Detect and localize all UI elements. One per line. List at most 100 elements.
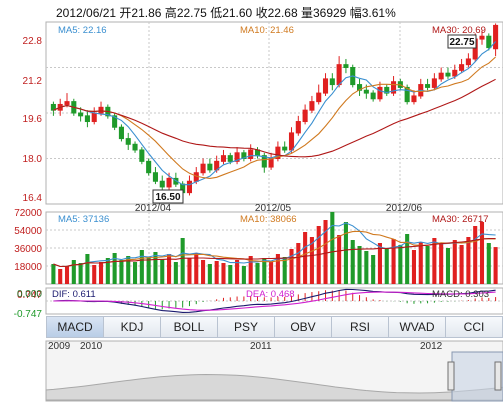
candle-down — [146, 160, 152, 174]
price-ytick: 21.2 — [23, 76, 43, 87]
navigator-right-handle[interactable] — [494, 361, 502, 391]
price-xtick: 2012/04 — [135, 203, 172, 214]
macd-ytick: -0.747 — [14, 309, 43, 320]
volume-bar-down — [405, 234, 410, 284]
ohlc-header: 2012/06/21 开21.86 高22.75 低21.60 收22.68 量… — [56, 4, 396, 21]
volume-bar-down — [486, 243, 491, 284]
tab-cci[interactable]: CCI — [446, 316, 503, 338]
candle-up — [322, 78, 329, 94]
candle-up — [411, 95, 417, 103]
volume-bar-up — [377, 243, 382, 284]
navigator-year: 2009 — [48, 341, 71, 352]
candle-up — [465, 58, 471, 66]
candle-down — [125, 138, 131, 145]
candle-down — [384, 86, 390, 94]
volume-bar-up — [201, 260, 206, 284]
navigator-left-handle[interactable] — [447, 361, 455, 391]
candle-down — [207, 163, 213, 171]
price-ma5-line — [53, 41, 497, 186]
candle-down — [425, 84, 431, 88]
volume-bar-down — [119, 260, 124, 284]
candle-up — [193, 172, 199, 182]
volume-layer — [51, 212, 498, 284]
candle-down — [241, 152, 247, 159]
volume-bar-down — [330, 212, 335, 284]
tab-obv[interactable]: OBV — [275, 316, 332, 338]
volume-ma5-legend: MA5: 37136 — [58, 214, 109, 225]
candle-up — [431, 78, 437, 88]
candle-up — [64, 101, 70, 105]
candle-down — [486, 35, 492, 49]
candle-down — [329, 78, 335, 86]
header-change-label: 幅 — [349, 6, 362, 20]
volume-bar-down — [85, 254, 90, 284]
volume-bar-down — [112, 253, 117, 284]
tab-kdj[interactable]: KDJ — [104, 316, 161, 338]
header-date: 2012/06/21 — [56, 6, 117, 20]
volume-bar-down — [445, 248, 451, 284]
candle-up — [377, 86, 383, 100]
price-xtick: 2012/06 — [386, 203, 423, 214]
candle-up — [220, 155, 227, 162]
candle-down — [112, 115, 118, 128]
volume-bar-down — [350, 240, 355, 284]
candle-down — [404, 86, 410, 103]
candle-up — [248, 149, 254, 159]
candle-up — [336, 64, 342, 86]
header-change: 3.61% — [361, 6, 396, 20]
volume-bar-up — [466, 237, 471, 284]
volume-bar-up — [58, 269, 63, 284]
volume-bar-up — [269, 262, 274, 284]
volume-bar-down — [180, 238, 185, 284]
dea-line — [53, 291, 496, 311]
candle-up — [166, 177, 172, 188]
low-callout: 16.50 — [155, 192, 180, 203]
volume-bar-up — [493, 247, 498, 284]
volume-bar-down — [160, 259, 165, 284]
volume-bar-down — [262, 258, 267, 284]
volume-ytick: 72000 — [14, 208, 42, 219]
tab-boll[interactable]: BOLL — [161, 316, 218, 338]
volume-ma5-line — [53, 222, 496, 268]
tab-psy[interactable]: PSY — [218, 316, 275, 338]
tab-wvad[interactable]: WVAD — [389, 316, 446, 338]
candle-up — [459, 64, 465, 71]
volume-bar-up — [248, 256, 253, 284]
high-callout: 22.75 — [449, 37, 474, 48]
volume-bar-down — [132, 262, 138, 284]
volume-bar-up — [167, 254, 172, 284]
volume-bar-down — [364, 251, 369, 284]
volume-bar-down — [105, 258, 110, 284]
candle-up — [200, 163, 206, 174]
volume-bar-down — [78, 263, 83, 284]
candle-up — [493, 24, 499, 50]
header-open-label: 开 — [119, 6, 132, 20]
low-callout-box — [152, 189, 184, 204]
dif-line — [53, 288, 496, 313]
candle-up — [309, 101, 315, 111]
price-ytick: 19.6 — [23, 114, 43, 125]
candle-up — [91, 112, 97, 123]
candle-down — [118, 126, 124, 140]
tab-rsi[interactable]: RSI — [332, 316, 389, 338]
candle-up — [295, 121, 301, 134]
volume-bar-up — [439, 243, 444, 284]
volume-bar-up — [411, 250, 417, 284]
header-high: 22.75 — [176, 6, 207, 20]
volume-bar-down — [282, 257, 287, 284]
volume-ytick: 36000 — [14, 244, 42, 255]
volume-bar-up — [221, 263, 226, 284]
tab-macd[interactable]: MACD — [46, 316, 104, 338]
volume-bar-down — [51, 264, 56, 284]
price-ma30-legend: MA30: 20.69 — [432, 25, 486, 36]
dif-legend: DIF: 0.611 — [52, 289, 96, 300]
volume-bar-down — [207, 264, 212, 284]
volume-bar-down — [153, 252, 158, 284]
price-ma5-legend: MA5: 22.16 — [58, 25, 107, 36]
price-ytick: 18.0 — [23, 154, 43, 165]
navigator-year: 2011 — [250, 341, 272, 352]
volume-bar-up — [296, 243, 301, 284]
volume-bar-up — [194, 253, 199, 284]
volume-bar-down — [173, 262, 178, 284]
candle-up — [234, 152, 240, 162]
